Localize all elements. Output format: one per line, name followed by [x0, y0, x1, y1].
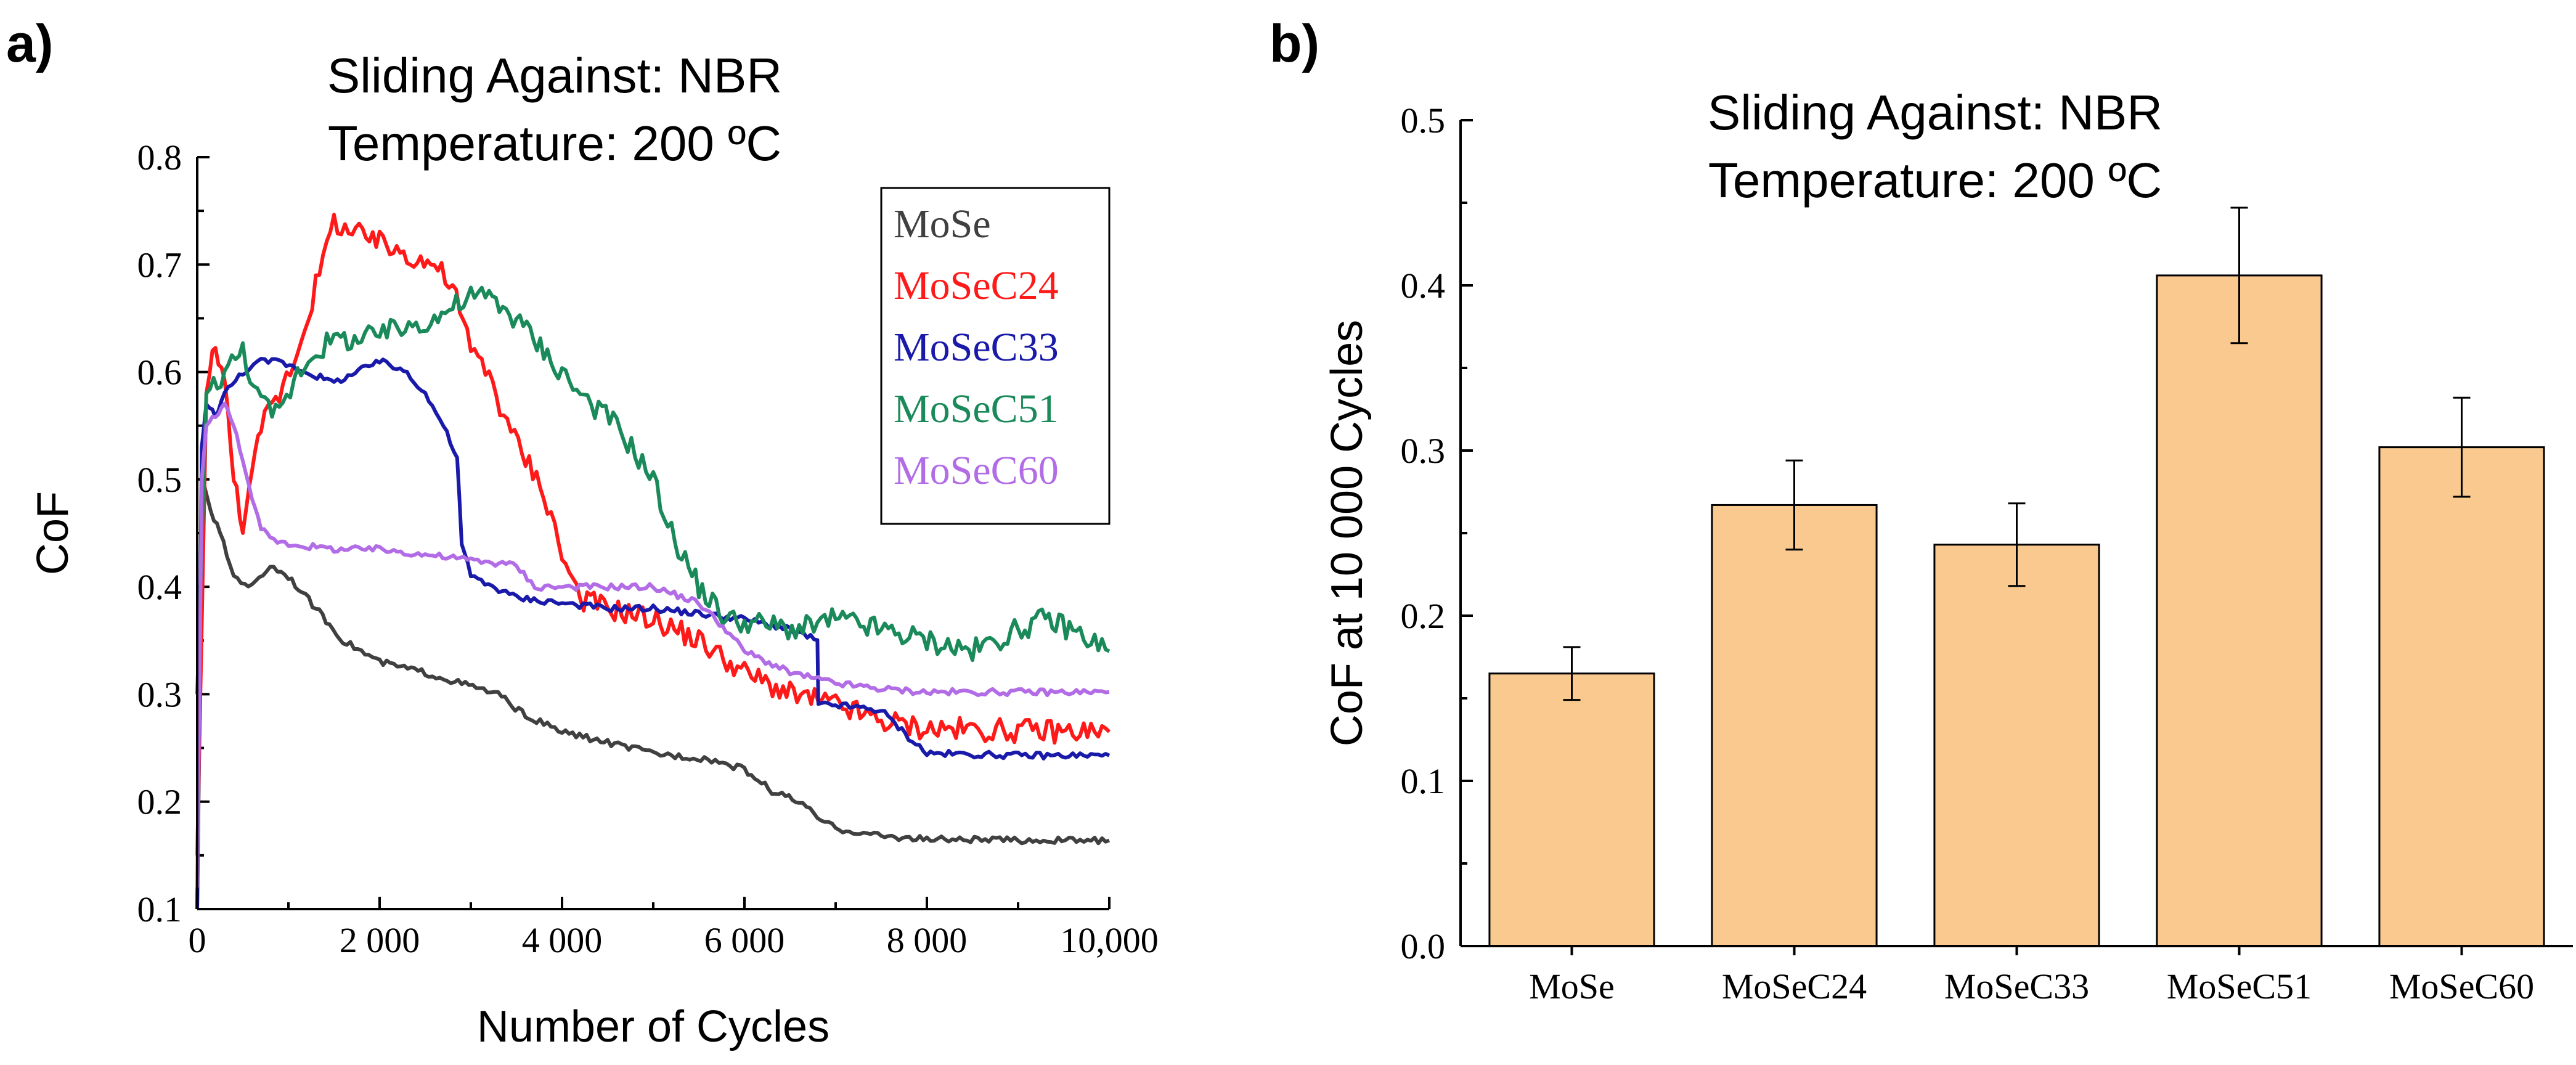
- panel-a-series-group: [195, 213, 1111, 910]
- panel-b-title: Sliding Against: NBR: [1708, 85, 2162, 140]
- panel-b-bars-group: [1488, 206, 2545, 947]
- series-line-mosec33: [195, 357, 1111, 910]
- panel-b-y-tick-label: 0.2: [1401, 596, 1446, 636]
- legend-item-mosec33: MoSeC33: [894, 325, 1059, 370]
- bar-mose: [1488, 672, 1655, 947]
- panel-a-line-chart: a) Sliding Against: NBR Temperature: 200…: [6, 14, 1159, 1051]
- bar-mosec51: [2156, 274, 2323, 947]
- panel-b-y-axis-title: CoF at 10 000 Cycles: [1323, 320, 1372, 746]
- panel-a-x-tick-label: 10,000: [1060, 920, 1159, 960]
- panel-a-y-tick-label: 0.7: [137, 245, 182, 285]
- panel-a-y-axis-title: CoF: [28, 491, 78, 575]
- panel-b-x-tick-label: MoSeC24: [1722, 966, 1867, 1006]
- panel-a-y-tick-label: 0.1: [137, 889, 182, 929]
- legend-item-mosec51: MoSeC51: [894, 386, 1059, 431]
- panel-a-title: Sliding Against: NBR: [327, 48, 782, 103]
- panel-b-y-tick-label: 0.1: [1401, 761, 1446, 801]
- panel-b-bar-chart: b) Sliding Against: NBR Temperature: 200…: [1270, 14, 2573, 1006]
- panel-b-x-tick-label: MoSeC51: [2167, 966, 2312, 1006]
- legend-item-mosec24: MoSeC24: [894, 263, 1059, 308]
- series-line-mosec24: [195, 213, 1111, 855]
- panel-a-x-tick-label: 4 000: [522, 920, 603, 960]
- panel-a-y-tick-label: 0.8: [137, 137, 182, 178]
- panel-a-x-tick-label: 8 000: [887, 920, 968, 960]
- panel-a-y-tick-label: 0.3: [137, 674, 182, 714]
- panel-a-axes: 0 2 000 4 000 6 000 8 000 10,000 0.1 0.2 0.3 0.4 0…: [137, 137, 1159, 960]
- panel-a-y-tick-label: 0.6: [137, 353, 182, 393]
- series-line-mosec51: [195, 285, 1111, 695]
- panel-a-y-tick-label: 0.5: [137, 460, 182, 500]
- panel-a-x-tick-label: 0: [189, 920, 206, 960]
- panel-a-x-axis-title: Number of Cycles: [477, 1002, 829, 1051]
- panel-a-y-tick-label: 0.4: [137, 567, 182, 607]
- panel-b-subtitle: Temperature: 200 ºC: [1708, 153, 2162, 208]
- legend-item-mosec60: MoSeC60: [894, 448, 1059, 493]
- panel-a-y-tick-label: 0.2: [137, 782, 182, 822]
- bar-mosec33: [1933, 544, 2100, 947]
- panel-a-x-tick-label: 6 000: [704, 920, 785, 960]
- legend-box: [880, 187, 1111, 525]
- series-line-mose: [195, 477, 1111, 910]
- panel-a-x-tick-label: 2 000: [340, 920, 420, 960]
- panel-a-subtitle: Temperature: 200 ºC: [328, 116, 781, 171]
- panel-b-y-tick-label: 0.3: [1401, 431, 1446, 471]
- legend-item-mose: MoSe: [894, 202, 991, 247]
- bar-mosec60: [2378, 446, 2545, 947]
- panel-b-x-tick-label: MoSeC60: [2389, 966, 2534, 1006]
- panel-b-y-tick-label: 0.5: [1401, 100, 1446, 141]
- panel-b-label: b): [1270, 14, 1319, 73]
- panel-b-x-tick-label: MoSe: [1529, 966, 1615, 1006]
- panel-b-y-tick-label: 0.0: [1401, 926, 1446, 966]
- panel-b-axes: 0.0 0.1 0.2 0.3 0.4 0.5 MoSe MoSeC24 MoSeC33 MoSe…: [1401, 100, 2535, 1006]
- series-line-mosec60: [195, 401, 1110, 888]
- bar-mosec24: [1711, 504, 1878, 947]
- panel-b-y-tick-label: 0.4: [1401, 266, 1446, 306]
- panel-b-x-tick-label: MoSeC33: [1944, 966, 2089, 1006]
- panel-a-legend: MoSe MoSeC24 MoSeC33 MoSeC51 MoSeC60: [880, 187, 1111, 525]
- panel-a-label: a): [6, 14, 53, 73]
